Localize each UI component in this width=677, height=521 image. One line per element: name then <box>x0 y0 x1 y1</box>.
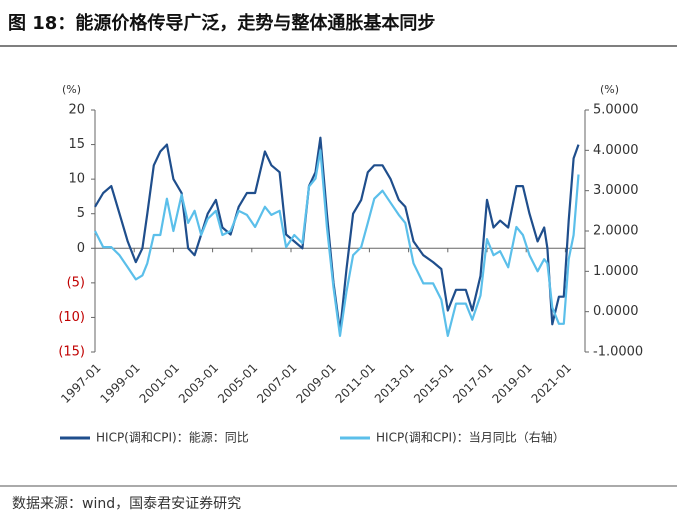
chart-title: 图 18：能源价格传导广泛，走势与整体通胀基本同步 <box>8 12 435 34</box>
source: 数据来源：wind，国泰君安证券研究 <box>12 496 241 512</box>
x-tick-label: 2019-01 <box>489 361 534 406</box>
y2-tick-label: 3.0000 <box>593 183 639 198</box>
x-tick-label: 1997-01 <box>58 361 103 406</box>
x-tick-label: 2021-01 <box>529 361 574 406</box>
y-tick-label: (10) <box>58 310 85 325</box>
x-tick-label: 2009-01 <box>293 361 338 406</box>
x-tick-label: 1999-01 <box>97 361 142 406</box>
y2-tick-label: 0.0000 <box>593 304 639 319</box>
x-tick-label: 2017-01 <box>450 361 495 406</box>
y-tick-label: (15) <box>58 345 85 360</box>
y2-unit: (%) <box>600 83 619 96</box>
y2-tick-label: 4.0000 <box>593 143 639 158</box>
y-unit: (%) <box>62 83 81 96</box>
y-tick-label: 10 <box>68 172 85 187</box>
y-tick-label: 15 <box>68 137 85 152</box>
x-tick-label: 2013-01 <box>372 361 417 406</box>
x-tick-label: 2007-01 <box>254 361 299 406</box>
y2-tick-label: 1.0000 <box>593 264 639 279</box>
legend-label: HICP(调和CPI)：能源：同比 <box>96 431 249 445</box>
y-tick-label: 0 <box>77 241 85 256</box>
x-tick-label: 2011-01 <box>333 361 378 406</box>
x-tick-label: 2005-01 <box>215 361 260 406</box>
y2-tick-label: -1.0000 <box>593 345 643 360</box>
y2-tick-label: 2.0000 <box>593 224 639 239</box>
y-tick-label: (5) <box>67 275 85 290</box>
series-line <box>94 149 580 337</box>
x-tick-label: 2015-01 <box>411 361 456 406</box>
x-tick-label: 2001-01 <box>137 361 182 406</box>
legend-label: HICP(调和CPI)：当月同比（右轴） <box>376 430 565 445</box>
x-tick-label: 2003-01 <box>176 361 221 406</box>
y-tick-label: 5 <box>77 206 85 221</box>
y-tick-label: 20 <box>68 103 85 118</box>
y2-tick-label: 5.0000 <box>593 103 639 118</box>
series-line <box>94 136 580 333</box>
